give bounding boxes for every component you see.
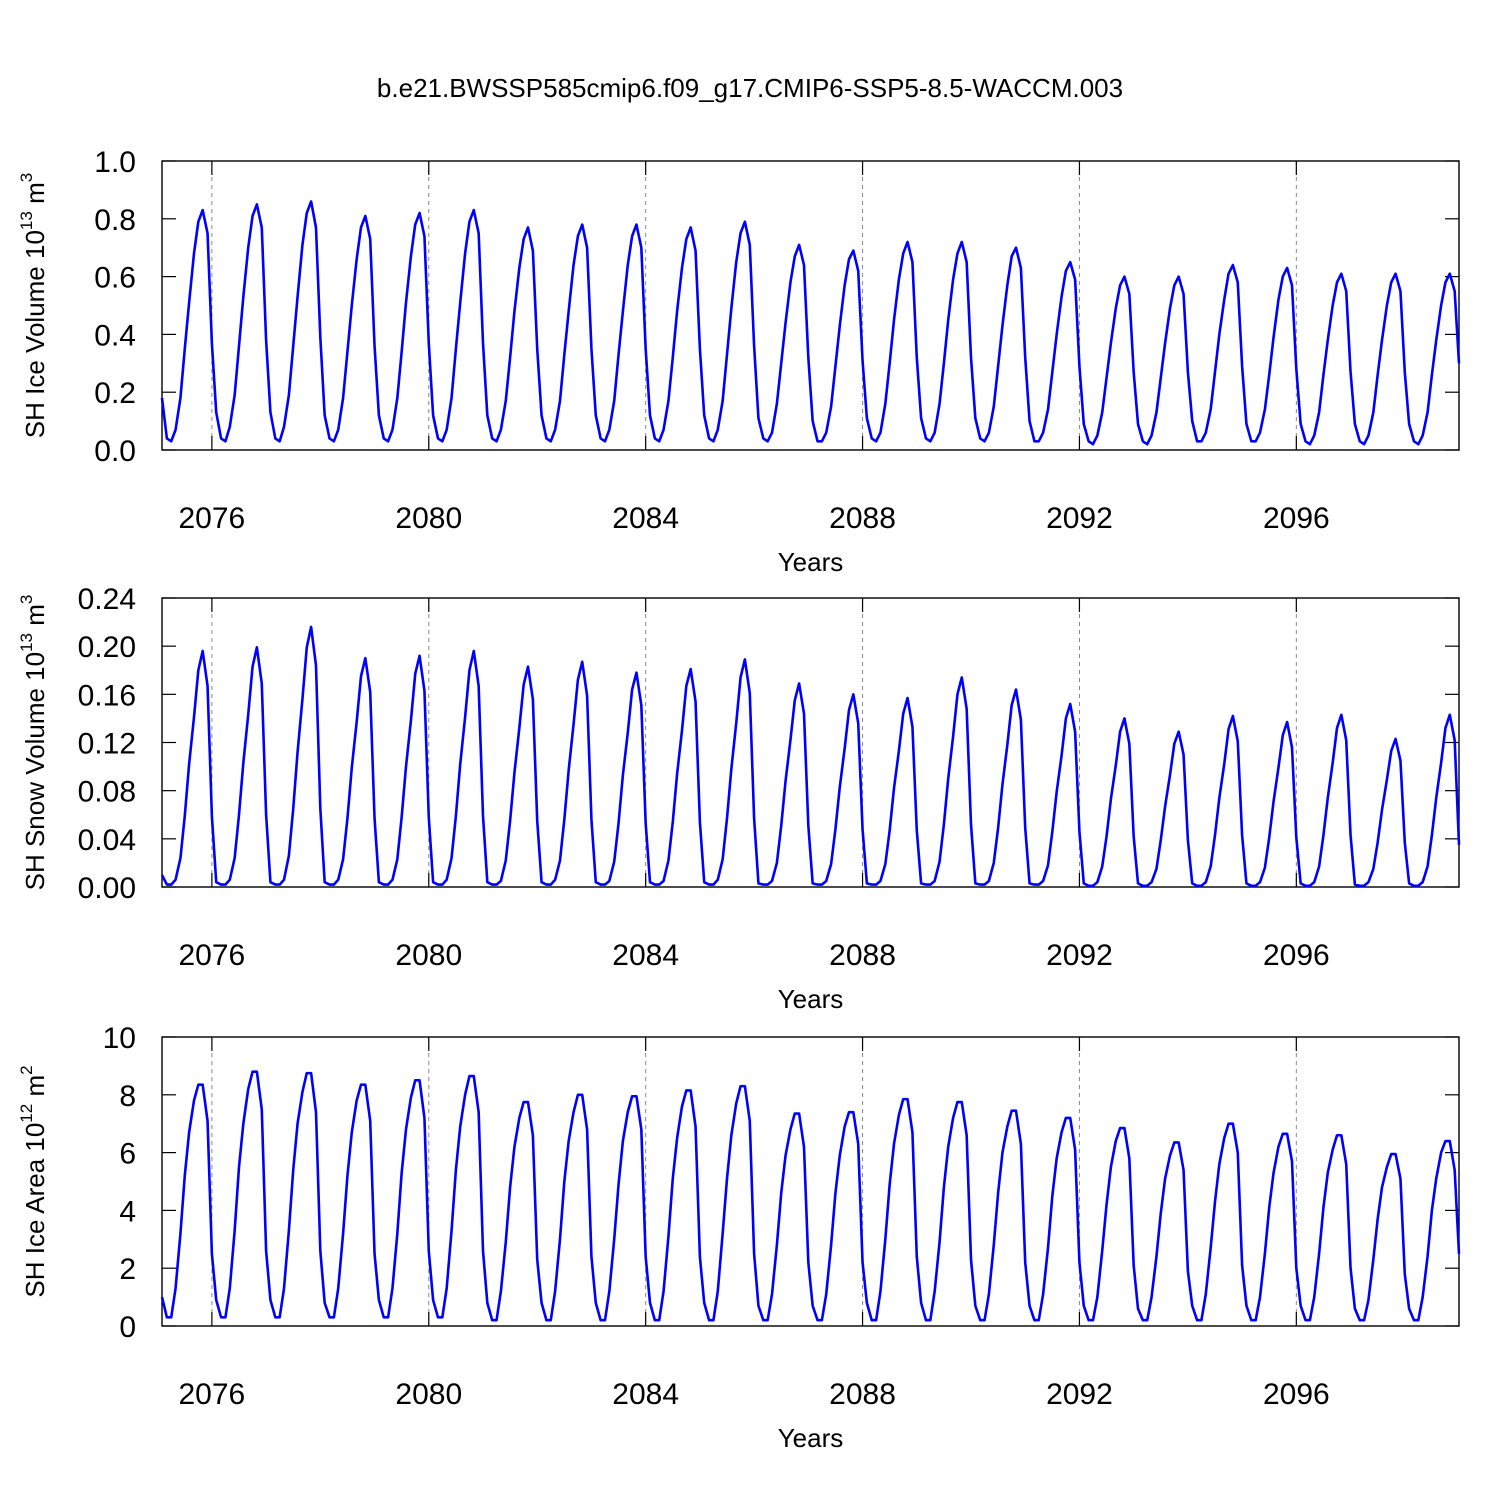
x-tick-label: 2096 [1263, 939, 1330, 972]
y-axis-title-exponent: 2 [17, 1065, 36, 1074]
panel: 2076 2080 2084 2088 2092 2096 0.0 0.2 0.4 0.6 0.8 1… [17, 146, 1460, 577]
y-axis-title-part: m [20, 182, 50, 211]
data-line [160, 200, 1461, 446]
y-axis-title-part: SH Ice Volume 10 [20, 230, 50, 438]
y-axis-title-exponent: 3 [17, 595, 36, 604]
panel: 2076 2080 2084 2088 2092 2096 0.00 0.04 0.08 0.12… [17, 583, 1460, 1014]
y-tick-label: 0.12 [78, 728, 136, 761]
y-axis-title: SH Ice Area 1012 m2 [17, 1065, 50, 1297]
x-tick-label: 2076 [179, 1378, 246, 1411]
y-tick-label: 10 [103, 1022, 136, 1055]
x-tick-label: 2092 [1046, 502, 1113, 535]
y-tick-label: 0.6 [94, 262, 136, 295]
x-tick-label: 2092 [1046, 1378, 1113, 1411]
plot-frame [161, 597, 1460, 888]
x-tick-label: 2080 [395, 1378, 462, 1411]
x-tick-label: 2088 [829, 1378, 896, 1411]
data-line [160, 625, 1461, 888]
y-tick-label: 0.04 [78, 824, 136, 857]
y-axis-title: SH Ice Volume 1013 m3 [17, 173, 50, 438]
x-tick-label: 2084 [612, 939, 679, 972]
plot-frame [161, 1036, 1460, 1327]
panel: 2076 2080 2084 2088 2092 2096 0 2 4 6 8 10 Years SH I… [17, 1022, 1460, 1453]
x-axis-title: Years [778, 1423, 844, 1453]
y-tick-label: 0.4 [94, 319, 136, 352]
y-tick-label: 0.8 [94, 204, 136, 237]
y-tick-label: 0.00 [78, 872, 136, 905]
y-tick-label: 1.0 [94, 146, 136, 179]
x-axis-title: Years [778, 984, 844, 1014]
y-axis-title-exponent: 13 [17, 211, 36, 230]
y-tick-label: 0.24 [78, 583, 136, 616]
y-axis-title-part: SH Snow Volume 10 [20, 652, 50, 890]
figure-title: b.e21.BWSSP585cmip6.f09_g17.CMIP6-SSP5-8… [377, 73, 1123, 103]
y-axis-title-exponent: 12 [17, 1104, 36, 1123]
y-tick-label: 8 [119, 1080, 136, 1113]
y-axis-title-part: SH Ice Area 10 [20, 1123, 50, 1298]
x-tick-label: 2084 [612, 502, 679, 535]
x-tick-label: 2088 [829, 502, 896, 535]
x-tick-label: 2076 [179, 939, 246, 972]
x-tick-label: 2092 [1046, 939, 1113, 972]
y-axis-title-exponent: 13 [17, 633, 36, 652]
y-tick-label: 2 [119, 1253, 136, 1286]
y-tick-label: 0.16 [78, 679, 136, 712]
x-tick-label: 2096 [1263, 1378, 1330, 1411]
x-tick-label: 2080 [395, 939, 462, 972]
x-tick-label: 2096 [1263, 502, 1330, 535]
y-tick-label: 0.0 [94, 435, 136, 468]
y-tick-label: 0.2 [94, 377, 136, 410]
y-tick-label: 4 [119, 1195, 136, 1228]
x-tick-label: 2080 [395, 502, 462, 535]
data-line [160, 1070, 1461, 1322]
y-axis-title: SH Snow Volume 1013 m3 [17, 595, 50, 891]
x-axis-title: Years [778, 547, 844, 577]
plot-frame [161, 160, 1460, 451]
y-tick-label: 0.20 [78, 631, 136, 664]
y-axis-title-exponent: 3 [17, 173, 36, 182]
x-tick-label: 2076 [179, 502, 246, 535]
x-tick-label: 2088 [829, 939, 896, 972]
y-tick-label: 0.08 [78, 776, 136, 809]
y-tick-label: 0 [119, 1311, 136, 1344]
x-tick-label: 2084 [612, 1378, 679, 1411]
y-axis-title-part: m [20, 604, 50, 633]
y-tick-label: 6 [119, 1138, 136, 1171]
y-axis-title-part: m [20, 1075, 50, 1104]
